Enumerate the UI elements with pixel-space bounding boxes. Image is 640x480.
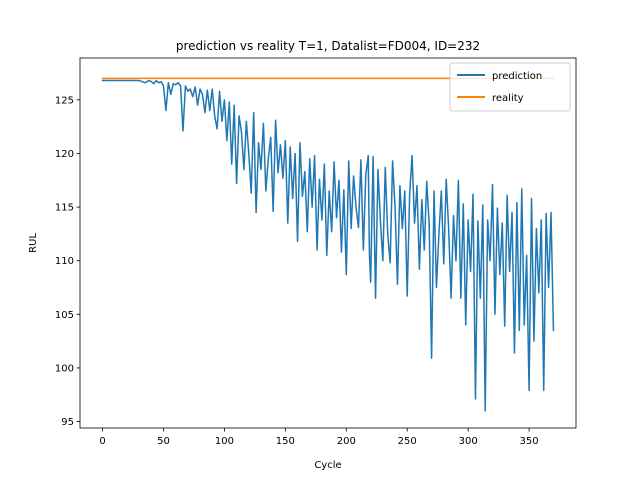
plot-area: 0 50 100 150 200 250 300 350 95 100 105 110 115 120 1… [55, 57, 577, 447]
x-axis-label: Cycle [314, 460, 341, 471]
x-tick-label: 200 [337, 436, 356, 447]
legend-label-prediction: prediction [492, 71, 542, 82]
y-tick-label: 120 [55, 149, 74, 160]
x-tick-label: 0 [99, 436, 105, 447]
legend-label-reality: reality [492, 93, 524, 104]
x-tick-label: 50 [157, 436, 170, 447]
y-tick-label: 105 [55, 310, 74, 321]
y-tick-label: 95 [61, 417, 74, 428]
chart-title: prediction vs reality T=1, Datalist=FD00… [176, 39, 480, 53]
y-tick-label: 125 [55, 95, 74, 106]
legend: prediction reality [449, 62, 571, 112]
x-tick-label: 300 [459, 436, 478, 447]
x-tick-label: 250 [398, 436, 417, 447]
series-line-prediction [101, 79, 555, 412]
y-tick-label: 115 [55, 203, 74, 214]
x-tick-label: 150 [276, 436, 295, 447]
x-axis: 0 50 100 150 200 250 300 350 [99, 428, 539, 447]
y-tick-label: 100 [55, 363, 74, 374]
y-axis-label: RUL [28, 233, 39, 253]
axes-frame [79, 57, 577, 429]
x-tick-label: 350 [520, 436, 539, 447]
y-tick-label: 110 [55, 256, 74, 267]
x-tick-label: 100 [215, 436, 234, 447]
y-axis: 95 100 105 110 115 120 125 [55, 95, 80, 428]
